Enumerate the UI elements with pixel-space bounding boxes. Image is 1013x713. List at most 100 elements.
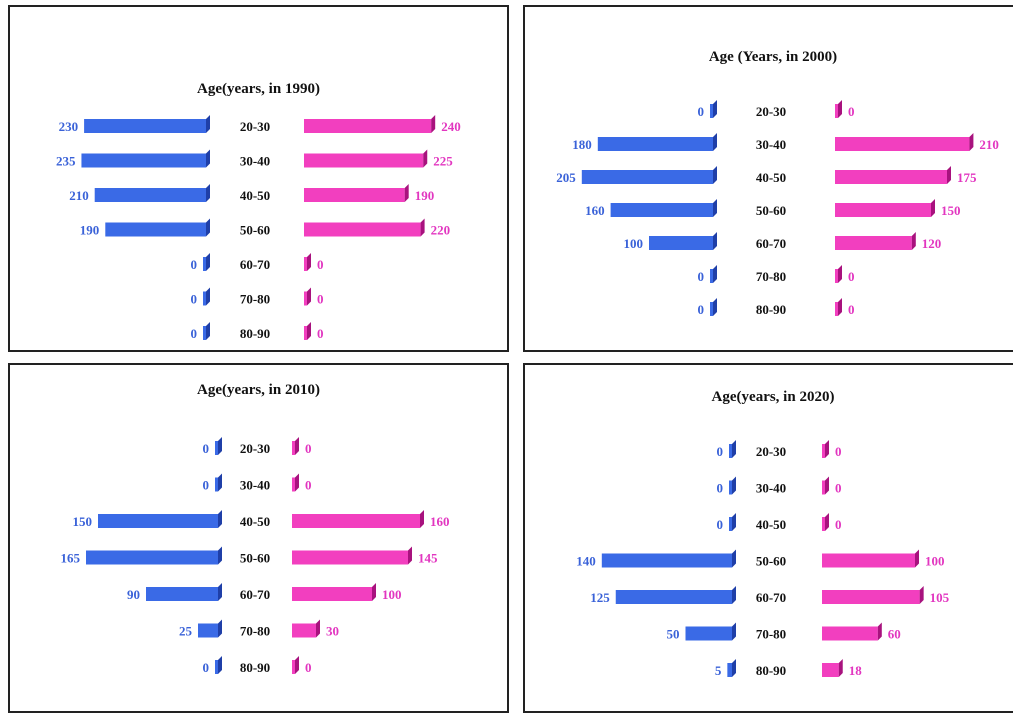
male-value-label: 160 [585, 203, 605, 218]
male-bar-side [206, 287, 210, 306]
male-bar [649, 236, 713, 250]
male-value-label: 0 [203, 660, 210, 675]
female-bar [835, 104, 838, 118]
female-value-label: 0 [317, 292, 324, 307]
female-bar [304, 257, 307, 271]
male-bar [84, 119, 206, 133]
male-bar [727, 663, 732, 677]
female-bar-side [307, 322, 311, 340]
female-bar-side [372, 583, 376, 601]
female-value-label: 100 [925, 554, 945, 569]
male-value-label: 165 [61, 551, 81, 566]
male-bar-side [713, 199, 717, 217]
male-bar-side [713, 298, 717, 316]
female-bar [304, 222, 421, 237]
male-bar-side [732, 622, 736, 641]
male-value-label: 0 [191, 326, 198, 341]
female-bar-side [307, 253, 311, 271]
age-tick-label: 80-90 [240, 660, 270, 675]
female-bar [292, 514, 420, 528]
male-bar-side [713, 166, 717, 184]
female-value-label: 60 [888, 627, 901, 642]
female-value-label: 30 [326, 624, 339, 639]
female-bar [822, 663, 839, 677]
age-tick-label: 30-40 [240, 154, 270, 169]
male-bar [610, 203, 713, 217]
male-value-label: 0 [698, 269, 705, 284]
female-bar [304, 326, 307, 340]
age-tick-label: 60-70 [240, 587, 270, 602]
male-bar [215, 477, 218, 492]
female-value-label: 240 [441, 119, 461, 134]
age-tick-label: 20-30 [240, 441, 270, 456]
female-bar-side [295, 656, 299, 674]
female-value-label: 0 [305, 478, 312, 493]
male-bar [710, 104, 713, 118]
female-value-label: 120 [922, 236, 942, 251]
chart-panel-2000: Age (Years, in 2000) 20-30 0 0 30-40 180 210 4… [523, 5, 1013, 352]
female-bar [304, 188, 405, 202]
male-bar [597, 137, 713, 151]
chart-title: Age(years, in 2020) [711, 389, 835, 405]
female-bar-side [838, 265, 842, 283]
age-tick-label: 60-70 [756, 236, 786, 251]
male-bar-side [713, 265, 717, 283]
male-value-label: 180 [572, 137, 592, 152]
female-value-label: 0 [305, 441, 312, 456]
female-bar [292, 623, 316, 638]
male-bar [203, 291, 206, 306]
male-value-label: 150 [73, 514, 93, 529]
female-bar [822, 517, 825, 531]
male-value-label: 100 [624, 236, 644, 251]
female-bar-side [825, 476, 829, 495]
male-bar [98, 514, 218, 528]
male-bar-side [218, 656, 222, 674]
female-bar-side [408, 546, 412, 565]
male-value-label: 5 [715, 663, 722, 678]
male-value-label: 0 [191, 292, 198, 307]
male-value-label: 190 [80, 223, 100, 238]
female-bar [304, 291, 307, 306]
female-bar-side [825, 513, 829, 531]
chart-svg-1990: 20-30 230 240 30-40 235 225 40-50 210 190 50-60 19… [56, 115, 461, 341]
chart-svg-2010: 20-30 0 0 30-40 0 0 40-50 150 160 50-60 165 145 60-7… [61, 437, 450, 675]
male-bar-side [218, 473, 222, 492]
male-value-label: 235 [56, 154, 76, 169]
male-value-label: 0 [717, 517, 724, 532]
chart-title: Age(years, in 1990) [197, 81, 320, 97]
female-bar-side [307, 287, 311, 306]
male-value-label: 50 [667, 627, 680, 642]
male-bar-side [732, 549, 736, 568]
chart-svg-2000: 20-30 0 0 30-40 180 210 40-50 205 175 50-60 160 150… [556, 100, 999, 317]
male-bar [81, 153, 206, 168]
female-bar-side [420, 510, 424, 528]
female-bar [822, 626, 878, 641]
female-bar [292, 441, 295, 455]
age-tick-label: 80-90 [756, 663, 786, 678]
female-bar [822, 444, 825, 458]
male-value-label: 0 [203, 441, 210, 456]
age-tick-label: 40-50 [240, 514, 270, 529]
male-bar-side [218, 437, 222, 455]
female-value-label: 0 [848, 104, 855, 119]
age-tick-label: 20-30 [756, 104, 786, 119]
female-bar [835, 269, 838, 283]
male-bar-side [218, 583, 222, 601]
male-bar-side [206, 184, 210, 202]
female-bar [822, 480, 825, 495]
male-bar [146, 587, 218, 601]
age-tick-label: 30-40 [756, 137, 786, 152]
male-value-label: 140 [576, 554, 596, 569]
female-value-label: 0 [835, 517, 842, 532]
male-bar-side [732, 659, 736, 677]
male-bar [198, 623, 218, 638]
age-tick-label: 60-70 [240, 257, 270, 272]
male-bar-side [206, 253, 210, 271]
age-tick-label: 80-90 [240, 326, 270, 341]
female-value-label: 0 [835, 444, 842, 459]
age-tick-label: 50-60 [240, 551, 270, 566]
age-tick-label: 70-80 [240, 292, 270, 307]
male-bar-side [206, 115, 210, 133]
age-tick-label: 30-40 [240, 478, 270, 493]
female-bar-side [316, 619, 320, 638]
